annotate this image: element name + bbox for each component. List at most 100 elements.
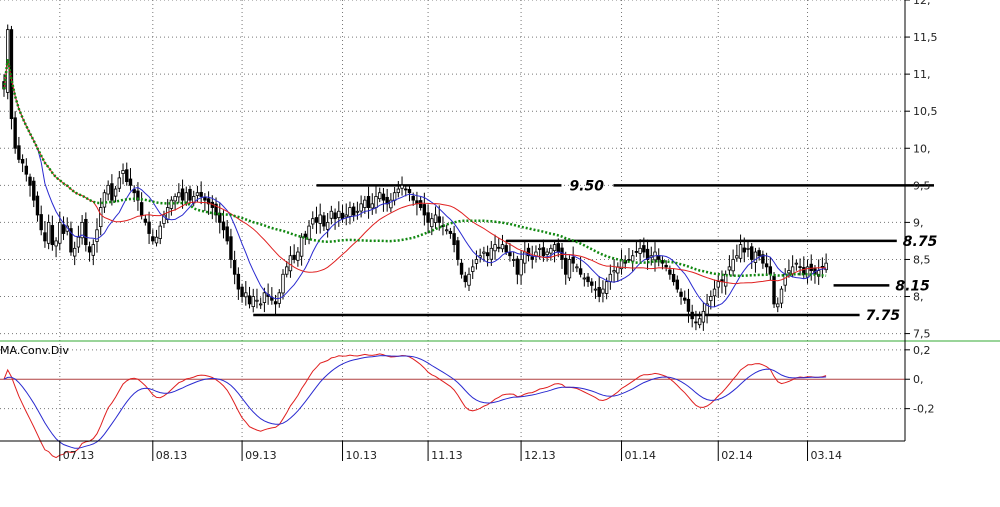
time-tick-label: 08.13 [156, 449, 188, 462]
candle-body [575, 266, 579, 269]
candle-body [43, 232, 47, 242]
candle-body [180, 188, 185, 201]
candle-body [110, 183, 114, 201]
candle-body [322, 215, 326, 227]
axes: 12, 11,5 11, 10,5 10, 9,5 9, 8,5 8, 7,5 0,2 0, -0,2 0… [59, 0, 938, 462]
candle-body [556, 243, 560, 253]
candle-body [686, 298, 691, 312]
candle-body [400, 184, 404, 189]
candle-body [139, 202, 144, 216]
candle-body [757, 250, 761, 257]
candle-body [378, 192, 382, 200]
ma-slow-line [2, 59, 827, 278]
candle-body [552, 244, 557, 252]
candle-body [634, 251, 639, 253]
candle-body [244, 292, 248, 298]
candle-body [184, 192, 188, 203]
candle-body [768, 266, 773, 275]
candle-body [709, 296, 713, 302]
candle-body [296, 251, 300, 261]
price-tick-label: 9,5 [913, 179, 931, 192]
candle-body [753, 251, 758, 263]
candle-body [456, 240, 460, 260]
candle-body [35, 195, 40, 216]
indicator-tick-label: 0,2 [913, 344, 931, 357]
candle-body [750, 246, 754, 260]
candle-body [426, 212, 430, 223]
candle-body [820, 266, 825, 268]
candle-body [627, 259, 631, 261]
candle-body [76, 236, 81, 248]
candle-body [537, 247, 542, 250]
candle-body [597, 286, 601, 297]
time-tick-label: 03.14 [811, 449, 843, 462]
candle-body [567, 259, 572, 279]
candle-body [731, 259, 735, 272]
candle-body [307, 225, 311, 240]
candle-body [604, 281, 609, 294]
ma-fast-line [3, 59, 827, 308]
candle-body [80, 221, 84, 239]
candle-body [392, 192, 397, 201]
macd-panel [3, 353, 827, 459]
candle-body [370, 203, 374, 209]
time-tick-label: 09.13 [245, 449, 277, 462]
candle-body [504, 245, 508, 253]
candle-body [471, 266, 475, 272]
candle-body [630, 255, 635, 262]
candle-body [448, 230, 453, 234]
candle-body [158, 225, 162, 239]
price-tick-label: 12, [913, 0, 931, 7]
price-tick-label: 9, [913, 216, 924, 229]
candle-body [285, 266, 289, 275]
candle-body [333, 212, 337, 220]
candle-body [84, 218, 88, 246]
candle-body [121, 170, 125, 174]
candle-body [694, 321, 698, 324]
candle-body [590, 281, 594, 286]
candle-body [433, 214, 438, 223]
candle-body [582, 277, 587, 280]
candle-body [545, 251, 549, 255]
candle-body [690, 311, 694, 320]
candle-body [407, 189, 412, 194]
candle-body [292, 254, 296, 260]
time-tick-label: 01.14 [625, 449, 657, 462]
macd-line [3, 353, 827, 459]
candle-body [329, 210, 334, 219]
time-tick-label: 07.13 [63, 449, 95, 462]
candle-body [46, 221, 51, 244]
candle-body [273, 301, 278, 305]
candle-body [303, 233, 308, 238]
candle-body [474, 259, 479, 264]
candle-body [586, 276, 590, 283]
level-label: 9.50 [569, 178, 604, 194]
candle-body [668, 269, 672, 275]
candle-body [422, 204, 427, 216]
candle-body [262, 292, 267, 303]
candle-body [798, 266, 802, 268]
candle-body [705, 303, 709, 315]
candle-body [344, 214, 348, 218]
candle-body [802, 267, 806, 275]
candle-body [314, 217, 319, 223]
candle-body [404, 188, 408, 191]
candle-body [340, 212, 345, 220]
candle-body [20, 158, 25, 164]
candle-body [459, 262, 464, 275]
price-tick-label: 8, [913, 291, 924, 304]
candle-body [508, 252, 512, 257]
candle-body [612, 270, 616, 273]
chart-frame [0, 0, 1000, 442]
candle-body [351, 206, 356, 216]
candle-body [779, 288, 784, 304]
candle-body [214, 203, 218, 216]
candle-body [147, 221, 151, 234]
candle-body [136, 190, 140, 201]
candle-body [299, 236, 304, 257]
candle-body [500, 244, 505, 250]
candle-body [177, 192, 181, 198]
candle-body [355, 210, 360, 213]
candle-body [288, 255, 293, 272]
